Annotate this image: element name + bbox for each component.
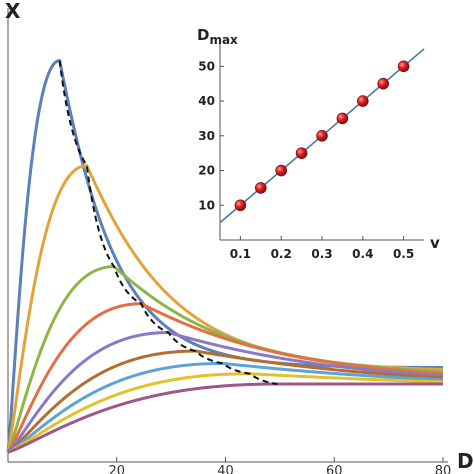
inset-point [316,129,328,142]
main-x-axis-title: D [457,449,474,473]
inset-chart: Dmax v 0.1 0.2 0.3 0.4 0.5 10 20 30 40 50 [197,26,443,261]
inset-y-axis-title: Dmax [197,26,238,47]
main-x-tick-label: 20 [108,464,125,474]
inset-point [377,77,390,90]
curve-line-5 [7,331,444,454]
inset-point [336,112,349,125]
main-x-tick-label: 80 [435,464,452,474]
curve-line-6 [7,349,444,454]
inset-y-tick-label: 30 [198,129,215,143]
inset-point [397,60,410,73]
main-curves [6,59,444,454]
curve-line-8 [7,372,444,454]
inset-y-title-sub: max [209,33,238,47]
inset-point [356,95,369,107]
inset-points [234,60,410,212]
inset-y-tick-label: 10 [198,198,215,212]
curve-line-7 [7,361,444,454]
curve-line-9 [7,382,444,454]
inset-x-tick-label: 0.5 [393,247,414,261]
inset-x-tick-label: 0.3 [311,247,332,261]
main-x-tick-label: 40 [217,464,234,474]
curve-line-3 [6,265,444,453]
main-x-ticks: 20 40 60 80 [108,457,451,474]
inset-point [254,182,267,194]
inset-ticks: 0.1 0.2 0.3 0.4 0.5 10 20 30 40 50 [198,59,414,261]
curve-line-4 [6,302,444,453]
inset-x-axis-title: v [430,234,440,252]
inset-y-tick-label: 50 [198,59,215,73]
main-y-axis-title: X [5,0,21,23]
inset-y-tick-label: 40 [198,94,215,108]
inset-point [275,164,288,177]
inset-y-tick-label: 20 [198,164,215,178]
inset-point [295,147,308,159]
inset-x-tick-label: 0.2 [271,247,292,261]
inset-y-title-main: D [197,26,209,44]
inset-point [234,199,247,212]
inset-x-tick-label: 0.4 [352,247,373,261]
inset-x-tick-label: 0.1 [230,247,251,261]
inset-background [215,38,443,245]
main-x-tick-label: 60 [326,464,343,474]
maxima-dashed-curve [58,60,278,386]
